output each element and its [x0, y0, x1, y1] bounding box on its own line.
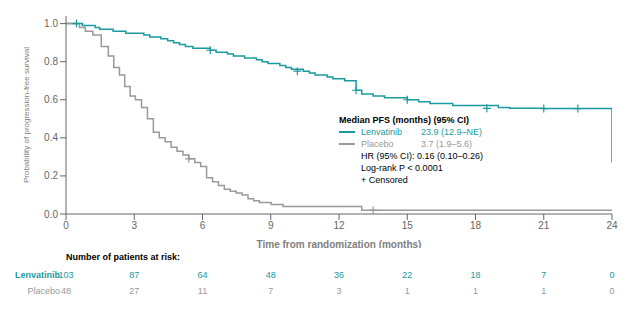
html-text:Log-rank P < 0.0001: Log-rank P < 0.0001: [361, 163, 443, 173]
html-text:27: 27: [129, 286, 140, 296]
html-text:Lenvatinib: Lenvatinib: [361, 127, 402, 137]
html-text:Placebo 48: Placebo 48: [27, 286, 71, 296]
svg-text:0.8: 0.8: [44, 56, 58, 67]
svg-text:0.4: 0.4: [44, 132, 58, 143]
html-text:1: 1: [541, 286, 547, 296]
html-text:3: 3: [336, 286, 342, 296]
html-text:1: 1: [473, 286, 478, 296]
html-text:7: 7: [268, 286, 274, 296]
svg-text:12: 12: [333, 220, 345, 231]
html-text:48: 48: [265, 270, 276, 280]
html-text:0: 0: [609, 286, 615, 296]
html-text:Placebo: Placebo: [361, 139, 394, 149]
html-text:23.9 (12.9–NE): 23.9 (12.9–NE): [421, 127, 482, 137]
html-text:Median PFS (months) (95% CI): Median PFS (months) (95% CI): [339, 115, 469, 125]
html-text:22: 22: [402, 270, 413, 280]
svg-text:3: 3: [131, 220, 137, 231]
svg-text:0: 0: [63, 220, 69, 231]
svg-text:0.0: 0.0: [44, 209, 58, 220]
svg-text:0.6: 0.6: [44, 94, 58, 105]
svg-text:6: 6: [200, 220, 206, 231]
html-text:+ Censored: + Censored: [361, 175, 408, 185]
html-text:Lenvatinib 103: Lenvatinib 103: [15, 270, 74, 280]
svg-text:21: 21: [538, 220, 550, 231]
svg-text:24: 24: [606, 220, 618, 231]
svg-text:Time from randomization (month: Time from randomization (months): [257, 239, 422, 248]
html-text:11: 11: [197, 286, 208, 296]
svg-text:9: 9: [268, 220, 274, 231]
svg-text:1.0: 1.0: [44, 18, 58, 29]
html-text:3.7 (1.9–5.6): 3.7 (1.9–5.6): [421, 139, 472, 149]
html-text:64: 64: [197, 270, 208, 280]
html-text:7: 7: [541, 270, 547, 280]
html-text:Number of patients at risk:: Number of patients at risk:: [66, 252, 180, 262]
html-text:0: 0: [609, 270, 615, 280]
html-text:18: 18: [470, 270, 481, 280]
html-text:1: 1: [404, 286, 410, 296]
svg-text:Probability of progression-fre: Probability of progression-free survival: [22, 47, 31, 183]
svg-text:15: 15: [402, 220, 414, 231]
html-text:87: 87: [129, 270, 140, 280]
html-text:36: 36: [334, 270, 344, 280]
html-text:HR (95% CI): 0.16 (0.10–0.26): HR (95% CI): 0.16 (0.10–0.26): [361, 151, 484, 161]
svg-text:18: 18: [470, 220, 482, 231]
svg-text:0.2: 0.2: [44, 170, 58, 181]
